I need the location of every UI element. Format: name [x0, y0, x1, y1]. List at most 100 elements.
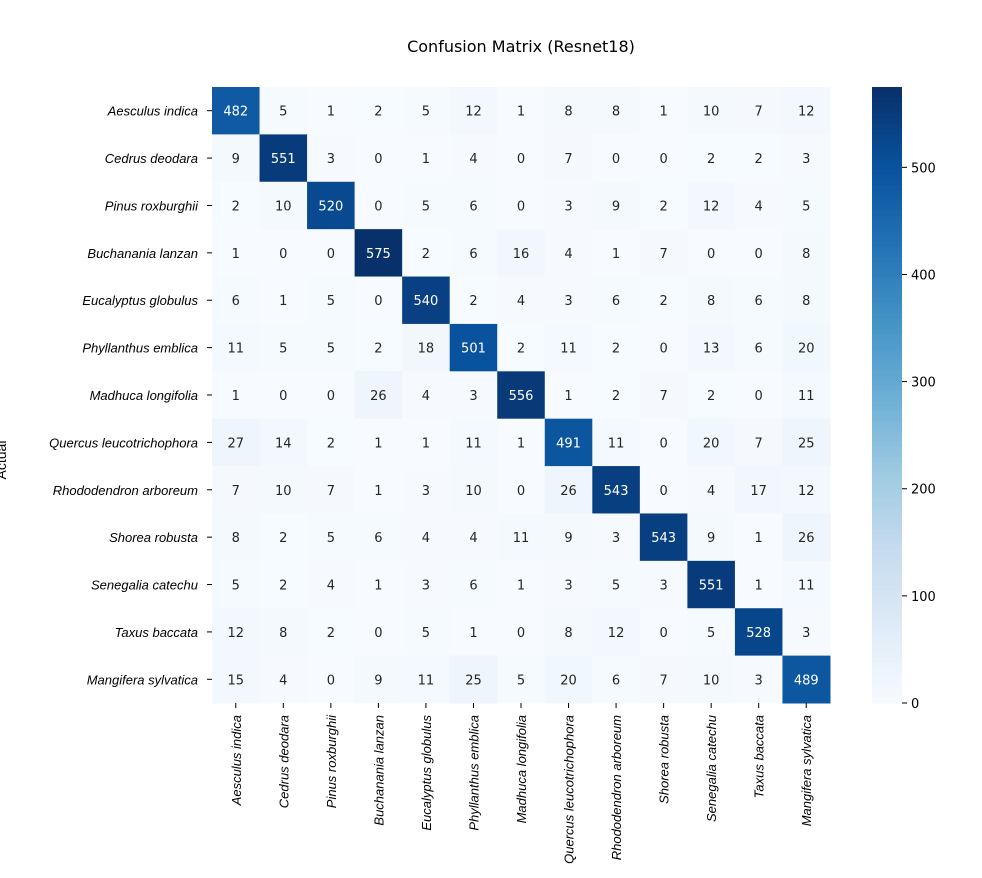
row-tick-label: Mangifera sylvatica — [87, 672, 198, 687]
colorbar-segment — [872, 271, 902, 278]
row-tick-label: Pinus roxburghii — [105, 198, 199, 213]
cell-value-label: 3 — [612, 531, 620, 546]
cell-value-label: 1 — [564, 389, 572, 404]
cell-value-label: 2 — [612, 342, 620, 357]
colorbar-segment — [872, 138, 902, 145]
cell-value-label: 5 — [422, 105, 430, 120]
colorbar-segment — [872, 189, 902, 196]
colorbar-segment — [872, 646, 902, 653]
colorbar-segment — [872, 230, 902, 237]
cell-value-label: 4 — [707, 484, 715, 499]
colorbar-segment — [872, 343, 902, 350]
colorbar-segment — [872, 97, 902, 103]
cell-value-label: 8 — [232, 531, 240, 546]
cell-value-label: 12 — [465, 105, 482, 120]
cell-value-label: 15 — [227, 673, 244, 688]
heatmap-cell — [734, 608, 783, 657]
colorbar-segment — [872, 384, 902, 391]
heatmap-cell — [402, 181, 451, 230]
heatmap-cell — [354, 229, 403, 278]
cell-value-label: 575 — [366, 247, 391, 262]
cell-value-label: 1 — [232, 247, 240, 262]
colorbar-segment — [872, 164, 902, 170]
colorbar-segment — [872, 333, 902, 340]
heatmap-cell — [449, 466, 498, 514]
heatmap-cell — [497, 655, 546, 704]
cell-value-label: 5 — [279, 342, 287, 357]
colorbar-segment — [872, 102, 902, 109]
cell-value-label: 6 — [469, 199, 477, 214]
colorbar-segment — [872, 564, 902, 571]
heatmap-cell — [307, 276, 356, 325]
cell-value-label: 2 — [469, 294, 477, 309]
heatmap-cell — [639, 323, 688, 372]
cell-value-label: 7 — [659, 247, 667, 262]
cell-value-label: 8 — [564, 105, 572, 120]
cell-value-label: 7 — [659, 389, 667, 404]
heatmap-cell — [497, 323, 546, 372]
cell-value-label: 1 — [374, 484, 382, 499]
heatmap-cell — [592, 608, 641, 657]
heatmap-cell — [687, 181, 736, 230]
cell-value-label: 3 — [469, 389, 477, 404]
cell-value-label: 11 — [608, 436, 625, 451]
colorbar-segment — [872, 220, 902, 227]
heatmap-cell — [402, 134, 451, 183]
colorbar-segment — [872, 400, 902, 406]
colorbar-segment — [872, 441, 902, 447]
cell-value-label: 7 — [232, 484, 240, 499]
cell-value-label: 18 — [418, 342, 435, 357]
heatmap-cell — [734, 323, 783, 372]
colorbar-segment — [872, 348, 902, 355]
colorbar-segment — [872, 518, 902, 524]
cell-value-label: 0 — [659, 626, 667, 641]
cell-value-label: 0 — [612, 152, 620, 167]
cell-value-label: 11 — [560, 342, 577, 357]
cell-value-label: 4 — [564, 247, 572, 262]
colorbar-segment — [872, 128, 902, 134]
heatmap-cell — [497, 371, 546, 420]
colorbar-segment — [872, 656, 902, 663]
row-tick-label: Phyllanthus emblica — [82, 341, 198, 356]
colorbar-segment — [872, 415, 902, 422]
colorbar-segment — [872, 148, 902, 155]
colorbar-segment — [872, 194, 902, 201]
colorbar-segment — [872, 369, 902, 376]
heatmap-cell — [497, 87, 546, 135]
cell-value-label: 6 — [232, 294, 240, 309]
heatmap-cell — [212, 513, 261, 562]
heatmap-cell — [449, 229, 498, 278]
colorbar-tick-label: 300 — [911, 376, 936, 391]
colorbar-segment — [872, 600, 902, 607]
cell-value-label: 1 — [422, 436, 430, 451]
heatmap-cell — [449, 134, 498, 183]
colorbar-segment — [872, 395, 902, 401]
colorbar-segment — [872, 528, 902, 535]
colorbar-segment — [872, 677, 902, 684]
cell-value-label: 5 — [327, 294, 335, 309]
heatmap-cell — [687, 466, 736, 514]
cell-value-label: 2 — [327, 626, 335, 641]
cell-value-label: 12 — [798, 105, 815, 120]
heatmap-cell — [354, 466, 403, 514]
colorbar-segment — [872, 502, 902, 509]
cell-value-label: 4 — [469, 531, 477, 546]
heatmap-cell — [734, 134, 783, 183]
heatmap-cell — [734, 418, 783, 467]
heatmap-cell — [592, 371, 641, 420]
cell-value-label: 0 — [279, 247, 287, 262]
heatmap-cell — [307, 513, 356, 562]
heatmap-cell — [307, 608, 356, 657]
cell-value-label: 3 — [564, 199, 572, 214]
heatmap-cell — [259, 655, 308, 704]
heatmap-cell — [307, 466, 356, 514]
cell-value-label: 0 — [374, 152, 382, 167]
column-tick-label: Mangifera sylvatica — [799, 715, 814, 826]
heatmap-cell — [544, 608, 593, 657]
heatmap-cell — [307, 134, 356, 183]
colorbar-segment — [872, 626, 902, 632]
row-tick-label: Buchanania lanzan — [87, 246, 198, 261]
heatmap-cell — [687, 323, 736, 372]
heatmap-cell — [497, 418, 546, 467]
column-tick-label: Taxus baccata — [752, 715, 767, 798]
